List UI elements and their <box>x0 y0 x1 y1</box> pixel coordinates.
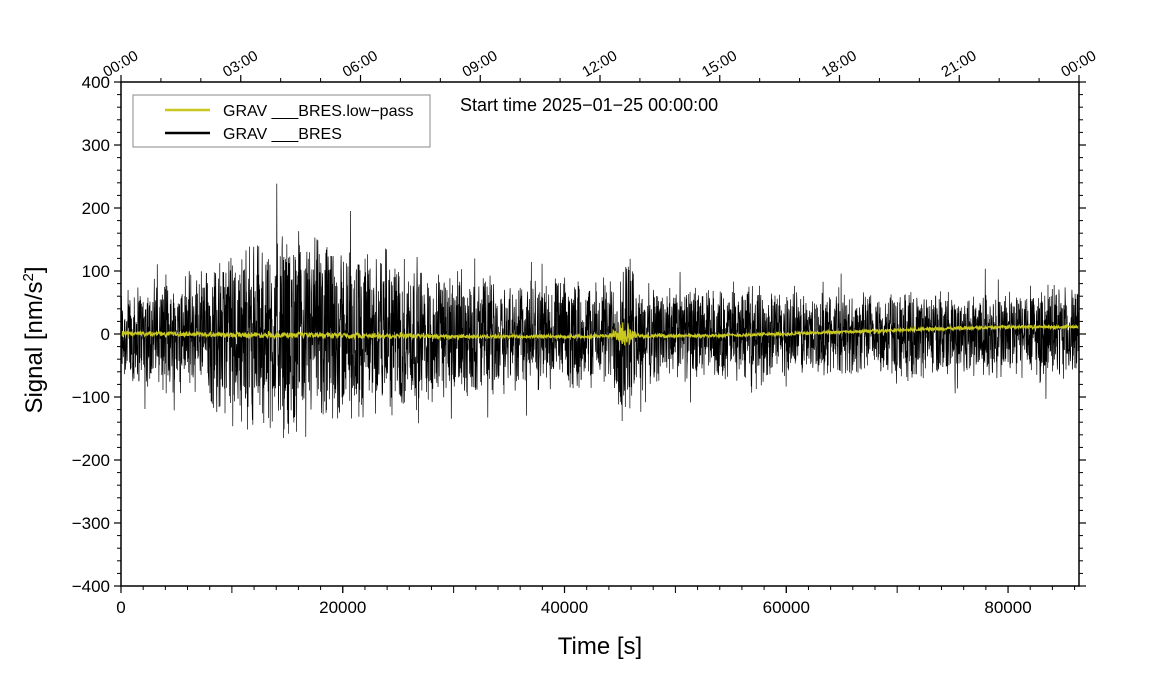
legend-label-low-pass: GRAV ___BRES.low−pass <box>223 103 413 120</box>
legend: GRAV ___BRES.low−pass GRAV ___BRES <box>132 94 431 148</box>
x-tick-label: 20000 <box>319 598 366 617</box>
legend-label-raw: GRAV ___BRES <box>223 126 342 143</box>
y-tick-label: −400 <box>72 577 110 596</box>
legend-box <box>132 94 431 148</box>
y-axis-title-superscript: 2 <box>20 273 37 281</box>
y-tick-label: 200 <box>82 199 110 218</box>
y-tick-label: −100 <box>72 388 110 407</box>
y-tick-label: 400 <box>82 73 110 92</box>
plot-area <box>120 183 1080 439</box>
x-tick-label: 40000 <box>541 598 588 617</box>
start-time-annotation: Start time 2025−01−25 00:00:00 <box>460 95 718 115</box>
series-line-low-pass <box>120 322 1080 346</box>
y-axis-title: Signal [nm/s2] <box>20 266 48 413</box>
y-tick-label: −200 <box>72 451 110 470</box>
x-tick-label: 60000 <box>763 598 810 617</box>
y-axis-title-end: ] <box>21 266 48 273</box>
y-tick-label: 300 <box>82 136 110 155</box>
x-tick-label: 80000 <box>984 598 1031 617</box>
series-line-raw <box>120 183 1080 439</box>
x-axis-title: Time [s] <box>558 633 642 660</box>
y-tick-label: −300 <box>72 514 110 533</box>
y-tick-label: 0 <box>101 325 110 344</box>
y-axis-title-main: Signal [nm/s <box>21 281 48 413</box>
x-tick-label: 0 <box>116 598 125 617</box>
y-tick-label: 100 <box>82 262 110 281</box>
